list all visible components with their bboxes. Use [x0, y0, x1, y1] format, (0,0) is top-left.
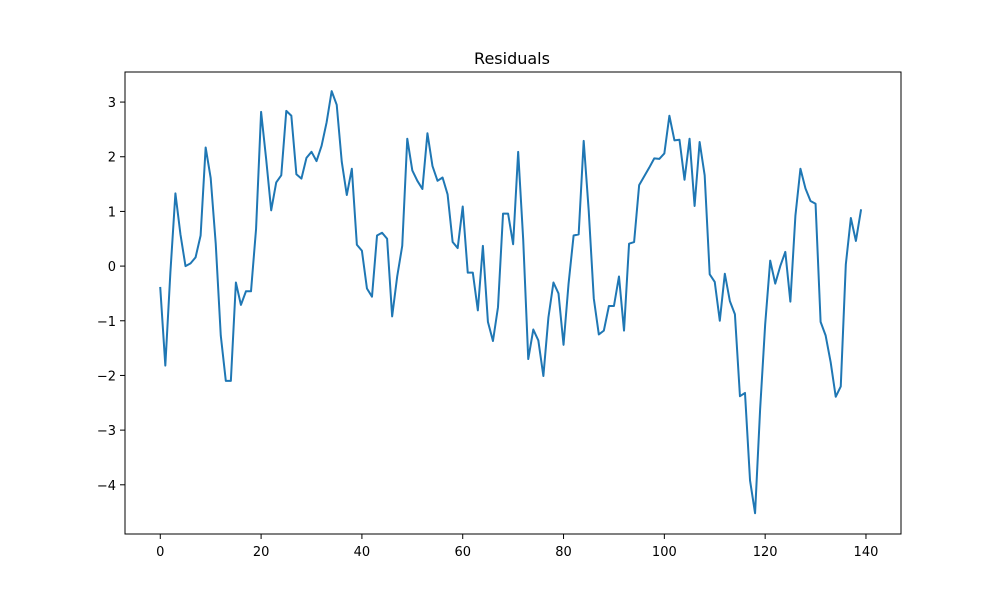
y-tick-label: 2: [108, 151, 116, 166]
axes: 0 20 40 60 80 100 120 140 −4 −3 −2 −1 0 1 2 3: [97, 71, 902, 560]
y-tick-label: −3: [97, 424, 116, 439]
x-tick-label: 120: [753, 545, 778, 560]
plot-area: [159, 90, 863, 515]
axes-frame: [124, 71, 902, 535]
y-tick-label: 3: [108, 96, 116, 111]
chart-title: Residuals: [474, 49, 550, 68]
x-tick-label: 40: [354, 545, 371, 560]
y-tick-label: 0: [108, 260, 116, 275]
x-tick-label: 60: [454, 545, 471, 560]
y-tick-label: −4: [97, 479, 116, 494]
y-tick-label: −1: [97, 315, 116, 330]
y-tick-label: −2: [97, 369, 116, 384]
x-tick-label: 20: [253, 545, 270, 560]
x-tick-label: 140: [854, 545, 879, 560]
series-line-0: [159, 90, 863, 515]
x-tick-label: 80: [555, 545, 572, 560]
y-tick-label: 1: [108, 205, 116, 220]
x-tick-label: 0: [156, 545, 164, 560]
x-tick-label: 100: [652, 545, 677, 560]
